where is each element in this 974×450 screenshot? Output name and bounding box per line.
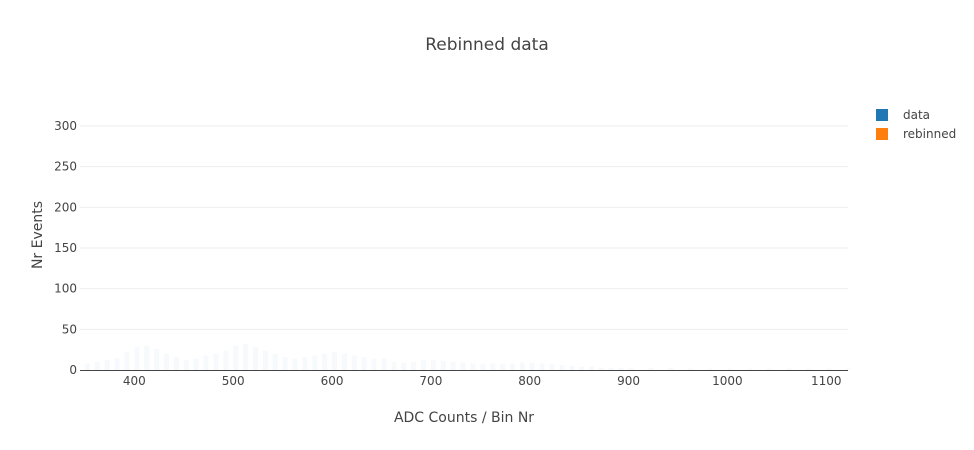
bar	[687, 368, 693, 370]
bar	[668, 367, 674, 370]
bar	[401, 362, 407, 370]
bar	[519, 362, 525, 370]
bar	[292, 358, 298, 370]
bar	[144, 345, 150, 370]
bars	[84, 343, 852, 370]
bar	[381, 358, 387, 370]
bar	[826, 368, 832, 370]
bar	[440, 361, 446, 370]
bar	[648, 367, 654, 370]
bar	[322, 353, 328, 370]
bar	[559, 365, 565, 370]
bar	[104, 360, 110, 370]
x-tick-label: 800	[518, 374, 541, 388]
bar	[598, 367, 604, 370]
x-tick-label: 1000	[712, 374, 743, 388]
bar	[460, 362, 466, 370]
x-tick-label: 600	[321, 374, 344, 388]
bar	[579, 366, 585, 370]
bar	[618, 367, 624, 370]
bar	[312, 355, 318, 370]
bar	[282, 356, 288, 370]
bar	[361, 356, 367, 370]
legend-swatch	[876, 109, 888, 121]
bar	[124, 352, 130, 370]
bar	[500, 363, 506, 370]
bar	[114, 357, 120, 370]
bar	[243, 343, 249, 370]
x-tick-label: 1100	[811, 374, 842, 388]
bar	[233, 345, 239, 370]
y-tick-label: 300	[54, 119, 77, 133]
y-tick-label: 150	[54, 241, 77, 255]
bar	[430, 360, 436, 370]
y-tick-labels: 0 50 100 150 200 250 300	[54, 119, 77, 377]
bar	[549, 364, 555, 370]
x-tick-labels: 400 500 600 700 800 900 1000 1100	[123, 374, 842, 388]
bar	[262, 350, 268, 370]
bar	[84, 363, 90, 370]
bar	[341, 353, 347, 370]
legend-label: rebinned	[903, 127, 956, 141]
bar	[203, 355, 209, 370]
bar	[94, 361, 100, 370]
bar	[391, 361, 397, 370]
x-tick-label: 500	[222, 374, 245, 388]
bar	[470, 363, 476, 370]
bar	[302, 356, 308, 370]
x-axis-title: ADC Counts / Bin Nr	[394, 410, 534, 426]
bar	[539, 363, 545, 370]
bar	[569, 365, 575, 370]
bar	[421, 360, 427, 370]
bar	[332, 352, 338, 370]
bar	[183, 360, 189, 370]
bar	[490, 363, 496, 370]
bar	[154, 348, 160, 370]
x-tick-label: 400	[123, 374, 146, 388]
y-tick-label: 100	[54, 282, 77, 296]
legend: data rebinned	[876, 108, 956, 141]
bar	[480, 364, 486, 370]
bar	[766, 368, 772, 370]
bar	[747, 368, 753, 370]
bar	[509, 363, 515, 370]
legend-label: data	[903, 108, 930, 122]
x-tick-label: 900	[617, 374, 640, 388]
bar	[223, 350, 229, 370]
bar	[727, 368, 733, 370]
bar	[786, 368, 792, 370]
bar	[806, 368, 812, 370]
bar	[707, 368, 713, 370]
y-tick-label: 50	[62, 322, 77, 336]
bar	[164, 353, 170, 370]
bar	[193, 358, 199, 370]
bar	[608, 367, 614, 370]
y-tick-label: 0	[69, 363, 77, 377]
bar	[134, 347, 140, 370]
bar	[272, 353, 278, 370]
y-tick-label: 200	[54, 200, 77, 214]
grid	[80, 125, 848, 330]
bar	[529, 362, 535, 370]
chart-title: Rebinned data	[425, 35, 549, 55]
bar	[351, 355, 357, 370]
bar	[589, 366, 595, 370]
bar	[411, 361, 417, 370]
bar	[371, 358, 377, 370]
y-axis-title: Nr Events	[30, 201, 46, 269]
y-tick-label: 250	[54, 160, 77, 174]
bar	[213, 353, 219, 370]
legend-swatch	[876, 128, 888, 140]
x-tick-label: 700	[419, 374, 442, 388]
bar	[173, 356, 179, 370]
bar	[846, 368, 852, 370]
bar	[252, 347, 258, 370]
bar	[450, 361, 456, 370]
bar	[628, 367, 634, 370]
